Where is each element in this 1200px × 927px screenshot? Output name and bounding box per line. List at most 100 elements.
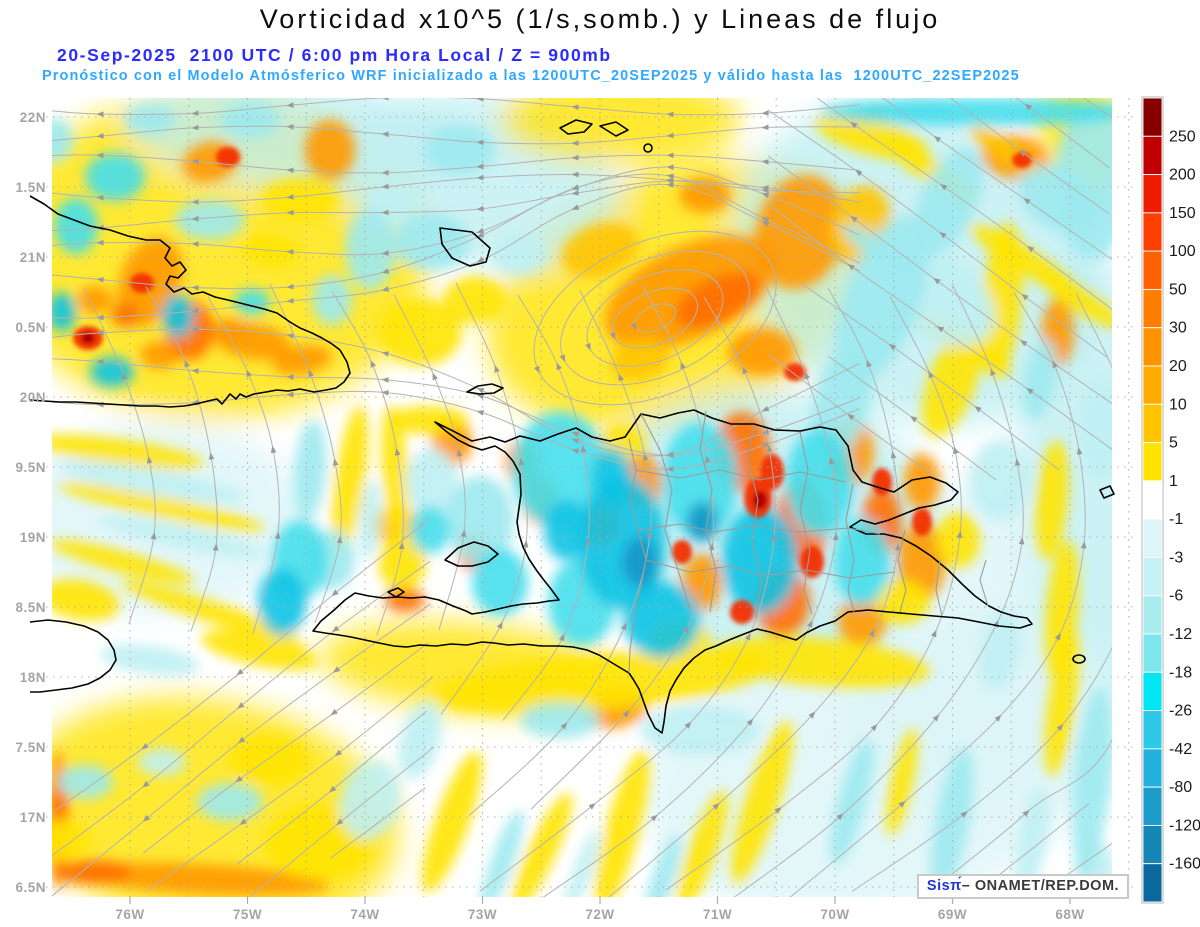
colorbar-segment xyxy=(1142,671,1163,712)
field-blob xyxy=(54,198,98,254)
streamline-westward xyxy=(52,98,861,118)
streamline-westward xyxy=(52,123,861,146)
lon-tick-label: 72W xyxy=(585,907,614,922)
colorbar-segment xyxy=(1142,710,1163,750)
province-border xyxy=(699,410,717,613)
credit-dash: – xyxy=(961,878,975,894)
lon-tick-label: 74W xyxy=(350,907,379,922)
colorbar-segment xyxy=(1142,786,1163,826)
cuba-coastline xyxy=(29,195,351,408)
field-blob xyxy=(936,512,980,568)
field-blob xyxy=(544,500,588,560)
field-blob xyxy=(564,829,600,897)
field-blob xyxy=(85,153,145,201)
turks-islet xyxy=(643,143,653,153)
colorbar-label: 5 xyxy=(1169,435,1178,452)
colorbar-segment xyxy=(1142,480,1163,520)
streamline-northwestward xyxy=(1082,98,1112,119)
colorbar-label: -18 xyxy=(1169,664,1192,681)
lat-tick-label: 7.5N xyxy=(15,740,46,755)
streamline-fan xyxy=(83,287,157,625)
credit-box: Sisπ́– ONAMET/REP.DOM. xyxy=(917,874,1129,899)
colorbar-label: 20 xyxy=(1169,358,1187,375)
streamline-southwestward xyxy=(249,746,435,897)
colorbar-segment xyxy=(1142,863,1163,903)
vortex-streamline-loop xyxy=(585,269,724,367)
great-inagua-island xyxy=(439,227,491,267)
lat-tick-label: 19N xyxy=(20,530,46,545)
colorbar-segment xyxy=(1142,97,1163,137)
field-blob xyxy=(57,765,113,799)
field-blob xyxy=(234,289,270,315)
field-blob xyxy=(912,508,932,536)
colorbar-segment xyxy=(1142,403,1163,444)
streamline-fan xyxy=(393,294,467,631)
province-border xyxy=(799,431,813,615)
colorbar: 250 200 150 100 50 30 20 10 5 1 -1 -3 -6 -12 -18 -26 -42… xyxy=(1141,96,1200,904)
field-blob xyxy=(730,600,754,624)
streamline-fan xyxy=(921,363,1112,897)
mona-island xyxy=(1072,654,1086,664)
field-blob xyxy=(679,177,731,213)
streamline-southwestward xyxy=(147,676,433,891)
lat-tick-label: 22N xyxy=(20,110,46,125)
colorbar-segment xyxy=(1142,212,1163,252)
field-blob xyxy=(800,546,824,578)
field-blob xyxy=(258,568,306,636)
field-blob xyxy=(1012,152,1032,168)
field-blob xyxy=(1037,271,1112,329)
field-blob xyxy=(52,579,120,621)
colorbar-label: -26 xyxy=(1169,703,1192,720)
field-blob xyxy=(339,760,401,840)
field-blob xyxy=(421,751,483,893)
vortex-streamline-loop xyxy=(533,230,777,406)
lat-tick-label: 18N xyxy=(20,670,46,685)
lat-tick-label: 1.5N xyxy=(15,180,46,195)
colorbar-label: -12 xyxy=(1169,626,1192,643)
colorbar-label: -6 xyxy=(1169,588,1183,605)
field-blob xyxy=(511,792,573,897)
subtitle-datetime: 20-Sep-2025 2100 UTC / 6:00 pm Hora Loca… xyxy=(57,45,612,65)
field-blob xyxy=(52,820,90,860)
province-border xyxy=(640,413,691,611)
colorbar-label: -80 xyxy=(1169,779,1192,796)
field-blob xyxy=(492,235,548,275)
province-border xyxy=(747,424,763,619)
lat-tick-label: 17N xyxy=(20,810,46,825)
lat-tick-label: 6.5N xyxy=(15,880,46,895)
colorbar-label: -1 xyxy=(1169,511,1183,528)
colorbar-label: 1 xyxy=(1169,473,1178,490)
streamline-westward xyxy=(52,182,861,321)
field-blob xyxy=(872,468,892,496)
streamline-northwestward xyxy=(1015,98,1110,169)
field-blob xyxy=(70,862,330,896)
streamline-fan xyxy=(145,286,219,632)
lon-tick-label: 69W xyxy=(938,907,967,922)
colorbar-segment xyxy=(1142,633,1163,673)
streamline-fan xyxy=(269,283,343,624)
vortex-streamline-loop xyxy=(609,287,698,349)
field-blob xyxy=(643,834,681,897)
field-blob xyxy=(754,174,846,290)
lon-tick-label: 76W xyxy=(115,907,144,922)
gonave-island xyxy=(444,541,499,567)
streamline-southwestward xyxy=(142,642,429,854)
vorticity-shaded-field xyxy=(52,98,1112,897)
field-blob xyxy=(753,491,767,509)
colorbar-segment xyxy=(1142,250,1163,290)
colorbar-label: 100 xyxy=(1169,243,1196,260)
colorbar-label: -120 xyxy=(1169,817,1200,834)
tortuga-island xyxy=(466,383,504,395)
field-blob xyxy=(820,98,1112,126)
field-blob xyxy=(970,440,1030,520)
field-blob xyxy=(480,810,524,897)
axis-tick-labels: 22N 1.5N 21N 0.5N 20N 9.5N 19N 8.5N 18N 7.5N 17N 6.… xyxy=(15,110,1084,922)
page-title: Vorticidad x10^5 (1/s,somb.) y Lineas de… xyxy=(259,4,941,34)
province-border xyxy=(845,483,855,613)
colorbar-segment xyxy=(1142,556,1163,597)
province-border xyxy=(635,469,847,483)
colorbar-label: 150 xyxy=(1169,205,1196,222)
streamline-fan xyxy=(440,282,529,715)
colorbar-segment xyxy=(1142,288,1163,329)
